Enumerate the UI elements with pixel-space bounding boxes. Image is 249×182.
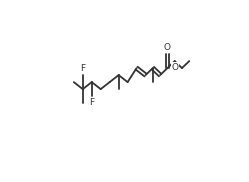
Text: F: F bbox=[89, 98, 94, 107]
Text: O: O bbox=[171, 63, 178, 72]
Text: F: F bbox=[80, 64, 85, 73]
Text: O: O bbox=[164, 43, 171, 52]
